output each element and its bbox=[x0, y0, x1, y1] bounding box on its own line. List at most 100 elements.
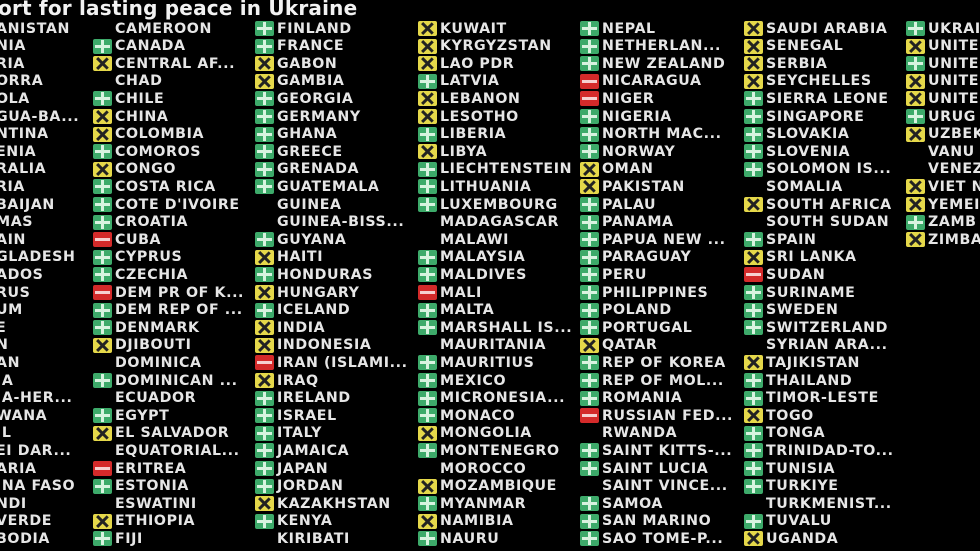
country-name: ESTONIA bbox=[115, 478, 189, 495]
country-name: UNITE bbox=[928, 73, 980, 90]
country-vote-row: UZBEK bbox=[906, 126, 980, 143]
x-icon bbox=[255, 73, 274, 89]
x-icon bbox=[93, 161, 112, 177]
country-vote-row: NEW ZEALAND bbox=[580, 55, 725, 72]
x-icon bbox=[744, 38, 763, 54]
minus-icon bbox=[93, 285, 112, 300]
x-icon bbox=[93, 109, 112, 124]
country-name: JAMAICA bbox=[277, 442, 350, 459]
country-name: CHINA bbox=[115, 108, 169, 125]
x-icon bbox=[255, 249, 274, 265]
country-name: UZBEK bbox=[928, 126, 980, 143]
country-vote-row: BAIJAN bbox=[0, 196, 55, 213]
x-icon bbox=[744, 355, 763, 371]
country-vote-row: MEXICO bbox=[418, 372, 506, 389]
x-icon bbox=[93, 56, 112, 72]
plus-icon bbox=[93, 320, 112, 336]
country-name: FRANCE bbox=[277, 38, 345, 55]
plus-icon bbox=[255, 461, 274, 476]
x-icon bbox=[418, 144, 437, 160]
country-name: NORTH MAC... bbox=[602, 126, 722, 143]
country-name: PHILIPPINES bbox=[602, 284, 709, 301]
country-name: GUA-BA... bbox=[0, 108, 80, 125]
country-vote-row: SINGAPORE bbox=[744, 108, 864, 125]
country-vote-row: SOMALIA bbox=[744, 178, 843, 195]
vote-column: SAUDI ARABIA SENEGAL SERBIA SEYCHELLES SIERR… bbox=[744, 20, 906, 551]
country-name: TURKIYE bbox=[766, 478, 839, 495]
country-vote-row: RIA bbox=[0, 178, 25, 195]
country-name: AN bbox=[0, 354, 21, 371]
country-vote-row: DOMINICAN ... bbox=[93, 372, 238, 389]
country-vote-row: ORRA bbox=[0, 73, 43, 90]
plus-icon bbox=[418, 161, 437, 177]
country-name: NORWAY bbox=[602, 143, 676, 160]
country-vote-row: SAMOA bbox=[580, 495, 663, 512]
country-vote-row: DOMINICA bbox=[93, 354, 202, 371]
country-vote-row: RWANDA bbox=[580, 425, 677, 442]
country-name: OMAN bbox=[602, 161, 654, 178]
x-icon bbox=[255, 285, 274, 300]
country-vote-row: MOZAMBIQUE bbox=[418, 478, 557, 495]
plus-icon bbox=[580, 197, 599, 212]
country-vote-row: MONACO bbox=[418, 407, 515, 424]
no-vote-icon bbox=[418, 461, 437, 476]
country-name: QATAR bbox=[602, 337, 658, 354]
country-vote-row: CYPRUS bbox=[93, 249, 182, 266]
country-name: ESWATINI bbox=[115, 495, 197, 512]
country-vote-row: GUA-BA... bbox=[0, 108, 79, 125]
country-vote-row: PAPUA NEW ... bbox=[580, 231, 726, 248]
country-vote-row: DJIBOUTI bbox=[93, 337, 192, 354]
country-name: JAPAN bbox=[277, 460, 329, 477]
country-name: COMOROS bbox=[115, 143, 202, 160]
country-vote-row: ROMANIA bbox=[580, 390, 682, 407]
country-vote-row: GUYANA bbox=[255, 231, 347, 248]
country-vote-row: MAURITANIA bbox=[418, 337, 546, 354]
plus-icon bbox=[580, 267, 599, 283]
country-name: SAMOA bbox=[602, 495, 663, 512]
country-name: GUATEMALA bbox=[277, 178, 380, 195]
country-name: TURKMENIST... bbox=[766, 495, 892, 512]
country-vote-row: GUINEA bbox=[255, 196, 342, 213]
country-name: CHILE bbox=[115, 90, 165, 107]
country-name: MALAYSIA bbox=[440, 249, 526, 266]
plus-icon bbox=[744, 91, 763, 107]
country-vote-row: SAO TOME-P... bbox=[580, 530, 723, 547]
country-name: IRELAND bbox=[277, 390, 351, 407]
country-vote-row: MICRONESIA... bbox=[418, 390, 565, 407]
plus-icon bbox=[93, 144, 112, 160]
country-vote-row: RUSSIAN FED... bbox=[580, 407, 733, 424]
minus-icon bbox=[255, 355, 274, 371]
country-vote-row: SURINAME bbox=[744, 284, 855, 301]
country-name: YEMEI bbox=[928, 196, 980, 213]
country-name: CAMEROON bbox=[115, 20, 212, 37]
country-name: DEM PR OF K... bbox=[115, 284, 245, 301]
x-icon bbox=[255, 337, 274, 353]
country-vote-row: SWEDEN bbox=[744, 302, 839, 319]
minus-icon bbox=[418, 285, 437, 300]
country-vote-row: MALAYSIA bbox=[418, 249, 525, 266]
country-name: IA-HER... bbox=[0, 390, 73, 407]
plus-icon bbox=[744, 390, 763, 406]
country-vote-row: TURKIYE bbox=[744, 478, 839, 495]
country-vote-row: INDONESIA bbox=[255, 337, 371, 354]
x-icon bbox=[580, 337, 599, 353]
country-vote-row: DEM REP OF ... bbox=[93, 302, 243, 319]
country-name: UNITE bbox=[928, 90, 980, 107]
country-name: VENEZ bbox=[928, 161, 980, 178]
x-icon bbox=[744, 56, 763, 72]
no-vote-icon bbox=[418, 232, 437, 247]
country-vote-row: COLOMBIA bbox=[93, 126, 204, 143]
country-vote-row: RIA bbox=[0, 55, 25, 72]
country-vote-row: NORWAY bbox=[580, 143, 675, 160]
country-name: PAPUA NEW ... bbox=[602, 231, 726, 248]
plus-icon bbox=[93, 38, 112, 54]
country-name: SLOVENIA bbox=[766, 143, 851, 160]
country-vote-row: NDI bbox=[0, 495, 27, 512]
country-name: NIGER bbox=[602, 90, 655, 107]
country-name: SOUTH AFRICA bbox=[766, 196, 892, 213]
country-name: GREECE bbox=[277, 143, 343, 160]
plus-icon bbox=[255, 179, 274, 195]
country-vote-row: NORTH MAC... bbox=[580, 126, 722, 143]
no-vote-icon bbox=[418, 215, 437, 230]
country-vote-row: UGANDA bbox=[744, 530, 838, 547]
